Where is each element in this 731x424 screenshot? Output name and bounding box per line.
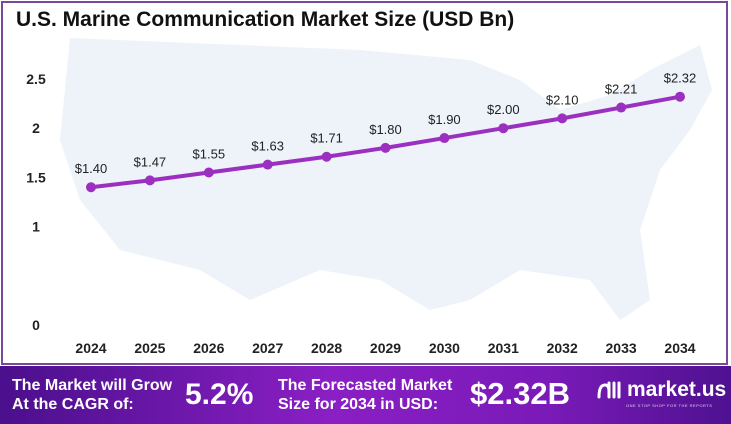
logo-icon (597, 381, 621, 399)
data-label: $1.80 (369, 122, 402, 137)
data-label: $2.32 (664, 71, 697, 86)
data-label: $2.00 (487, 102, 520, 117)
x-tick-label: 2025 (134, 340, 165, 356)
x-tick-label: 2028 (311, 340, 342, 356)
x-tick-label: 2026 (193, 340, 224, 356)
forecast-label: The Forecasted Market Size for 2034 in U… (278, 377, 453, 413)
data-label: $1.90 (428, 112, 461, 127)
summary-banner: The Market will Grow At the CAGR of: 5.2… (0, 366, 731, 424)
data-point (86, 182, 96, 193)
market-us-logo: market.us ONE STOP SHOP FOR THE REPORTS (596, 378, 726, 408)
data-label: $1.55 (193, 146, 226, 161)
data-label: $1.63 (251, 139, 284, 154)
y-tick-label: 0 (32, 317, 40, 333)
data-point (675, 91, 685, 102)
x-tick-label: 2034 (664, 340, 695, 356)
data-point (203, 167, 214, 178)
x-tick-label: 2032 (547, 340, 578, 356)
data-point (262, 159, 273, 170)
cagr-label: The Market will Grow At the CAGR of: (12, 377, 173, 413)
data-label: $1.71 (310, 131, 343, 146)
data-point (498, 123, 509, 134)
chart-title: U.S. Marine Communication Market Size (U… (16, 8, 515, 31)
y-tick-label: 1 (32, 219, 40, 235)
data-point (144, 175, 155, 186)
y-tick-label: 2 (32, 120, 40, 136)
line-chart: 0 1 1.5 2 2.5 2024 2025 2026 2027 2028 2029 2030 20… (26, 38, 712, 356)
y-tick-label: 1.5 (26, 169, 46, 185)
data-point (616, 102, 627, 113)
data-point (439, 133, 450, 144)
data-label: $2.10 (546, 92, 579, 107)
data-point (380, 142, 391, 153)
cagr-value: 5.2% (185, 378, 254, 411)
data-label: $2.21 (605, 82, 638, 97)
data-label: $1.40 (75, 161, 108, 176)
data-point (557, 113, 568, 124)
data-point (321, 151, 332, 162)
x-tick-label: 2024 (75, 340, 106, 356)
x-tick-label: 2029 (370, 340, 401, 356)
y-tick-label: 2.5 (26, 71, 46, 87)
x-tick-label: 2031 (488, 340, 519, 356)
x-tick-label: 2030 (429, 340, 460, 356)
x-tick-label: 2033 (606, 340, 637, 356)
data-label: $1.47 (134, 154, 167, 169)
us-map-background (60, 38, 712, 320)
forecast-value: $2.32B (470, 376, 570, 411)
x-tick-label: 2027 (252, 340, 283, 356)
